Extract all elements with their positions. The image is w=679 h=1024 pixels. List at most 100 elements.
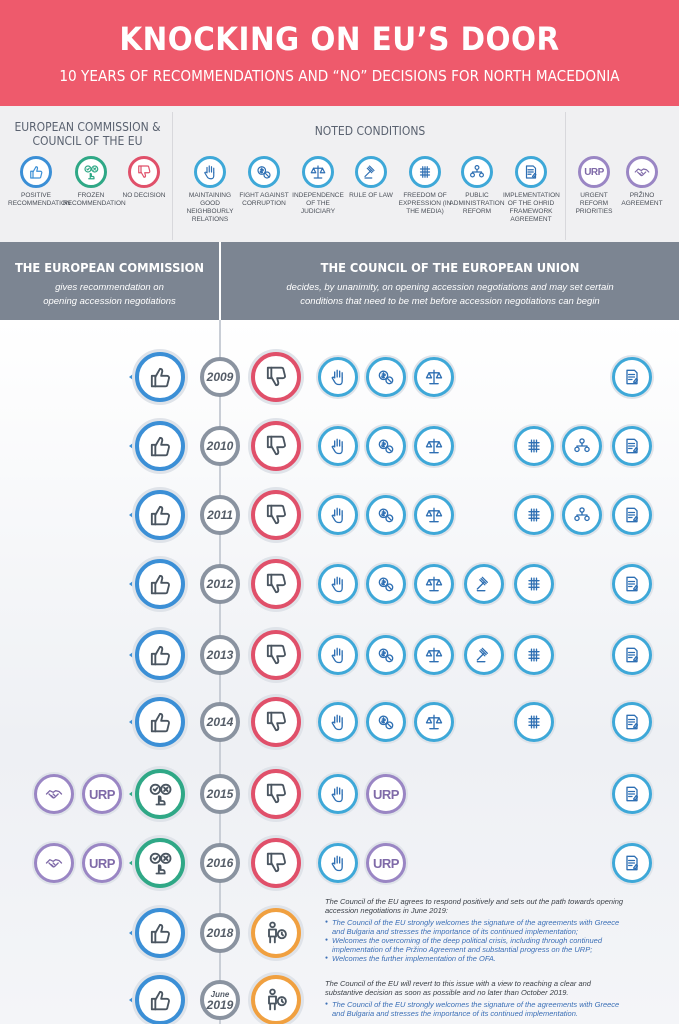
page-title: KNOCKING ON EU’S DOOR [119, 20, 560, 58]
gavel-icon [362, 163, 380, 181]
condition-circle [414, 564, 454, 604]
raised-hand-icon [201, 163, 219, 181]
ec-decision-positive [135, 975, 185, 1024]
thumbs-down-icon [262, 641, 290, 669]
year-marker: 2012 [200, 564, 240, 604]
council-decision-no [251, 352, 301, 402]
org-chart-icon [572, 436, 592, 456]
condition-circle [318, 702, 358, 742]
raised-hand-icon [328, 367, 348, 387]
scales-icon [309, 163, 327, 181]
thumbs-up-icon [146, 432, 174, 460]
council-decision-no [251, 630, 301, 680]
council-decision-no [251, 697, 301, 747]
thumbs-up-icon [146, 641, 174, 669]
year-label: 2010 [206, 439, 234, 453]
scales-icon [424, 645, 444, 665]
ec-pointer [129, 649, 137, 661]
ec-pointer [129, 857, 137, 869]
council-decision-no [251, 559, 301, 609]
scales-icon [424, 436, 444, 456]
legend-label: RULE OF LAW [349, 192, 393, 199]
council-band-title: THE COUNCIL OF THE EUROPEAN UNION [320, 260, 580, 275]
legend-item-condition: PUBLIC ADMINISTRATION REFORM [449, 156, 505, 216]
ec-condition-circle [34, 843, 74, 883]
raised-hand-icon [328, 574, 348, 594]
legend-label: PUBLIC ADMINISTRATION REFORM [449, 192, 505, 215]
ec-pointer [129, 371, 137, 383]
header: KNOCKING ON EU’S DOOR 10 YEARS OF RECOMM… [0, 0, 679, 106]
council-decision-pending [251, 975, 301, 1024]
legend-label: IMPLEMENTATION OF THE OHRID FRAMEWORK AG… [503, 192, 560, 223]
hashtag-grid-icon [416, 163, 434, 181]
condition-circle [612, 564, 652, 604]
thumbs-down-icon [262, 363, 290, 391]
ec-band-subtitle: gives recommendation on opening accessio… [43, 282, 176, 307]
thumbs-down-icon [135, 163, 153, 181]
org-chart-icon [572, 505, 592, 525]
thumbs-up-icon [146, 919, 174, 947]
ec-decision-positive [135, 697, 185, 747]
year-marker: 2011 [200, 495, 240, 535]
hashtag-grid-icon [524, 574, 544, 594]
no-money-icon [255, 163, 273, 181]
thumbs-down-icon [262, 432, 290, 460]
year-month: June [210, 990, 230, 999]
legend-ring [626, 156, 658, 188]
council-band: THE COUNCIL OF THE EUROPEAN UNION decide… [221, 242, 679, 320]
ec-decision-positive [135, 352, 185, 402]
condition-circle [414, 702, 454, 742]
legend-ring [461, 156, 493, 188]
no-money-icon [376, 712, 396, 732]
thumbs-up-icon [146, 501, 174, 529]
council-band-subtitle: decides, by unanimity, on opening access… [286, 282, 614, 307]
legend-item-condition: RULE OF LAW [343, 156, 399, 200]
document-icon [622, 784, 642, 804]
legend-label: FREEDOM OF EXPRESSION (IN THE MEDIA) [398, 192, 452, 215]
raised-hand-icon [328, 853, 348, 873]
condition-circle [514, 495, 554, 535]
condition-circle [612, 635, 652, 675]
legend-conditions-heading: NOTED CONDITIONS [314, 124, 426, 138]
condition-circle [414, 357, 454, 397]
condition-circle [514, 635, 554, 675]
thumbs-up-icon [146, 708, 174, 736]
legend-item-other: URP URGENT REFORM PRIORITIES [566, 156, 622, 216]
document-icon [622, 853, 642, 873]
legend-ring [409, 156, 441, 188]
document-icon [622, 645, 642, 665]
legend-label: MAINTAINING GOOD NEIGHBOURLY RELATIONS [186, 192, 234, 223]
condition-circle [318, 426, 358, 466]
person-clock-icon [262, 919, 290, 947]
ec-pointer [129, 788, 137, 800]
condition-circle [366, 635, 406, 675]
no-money-icon [376, 367, 396, 387]
legend-item-condition: IMPLEMENTATION OF THE OHRID FRAMEWORK AG… [503, 156, 560, 224]
page-subtitle: 10 YEARS OF RECOMMENDATIONS AND “NO” DEC… [59, 67, 620, 85]
condition-circle [318, 635, 358, 675]
document-icon [622, 712, 642, 732]
legend-label: INDEPENDENCE OF THE JUDICIARY [292, 192, 344, 215]
thumbs-down-icon [262, 849, 290, 877]
year-marker: 2013 [200, 635, 240, 675]
legend-label: FROZEN RECOMMENDATION [63, 192, 126, 207]
condition-circle [612, 843, 652, 883]
urp-icon: URP [584, 166, 604, 178]
handshake-icon [633, 163, 651, 181]
thumbs-up-icon [27, 163, 45, 181]
document-icon [522, 163, 540, 181]
ec-pointer [129, 927, 137, 939]
condition-circle [464, 635, 504, 675]
legend-ring [355, 156, 387, 188]
legend-label: PRŽINO AGREEMENT [621, 192, 663, 207]
frozen-face-icon [82, 163, 100, 181]
thumbs-up-icon [146, 986, 174, 1014]
council-decision-pending [251, 908, 301, 958]
gavel-icon [474, 645, 494, 665]
council-decision-no [251, 421, 301, 471]
note-2018-item: Welcomes the overcoming of the deep poli… [325, 936, 630, 954]
note-2018-item: The Council of the EU strongly welcomes … [325, 918, 630, 936]
condition-circle [562, 495, 602, 535]
condition-circle [612, 426, 652, 466]
year-label: 2012 [206, 577, 234, 591]
